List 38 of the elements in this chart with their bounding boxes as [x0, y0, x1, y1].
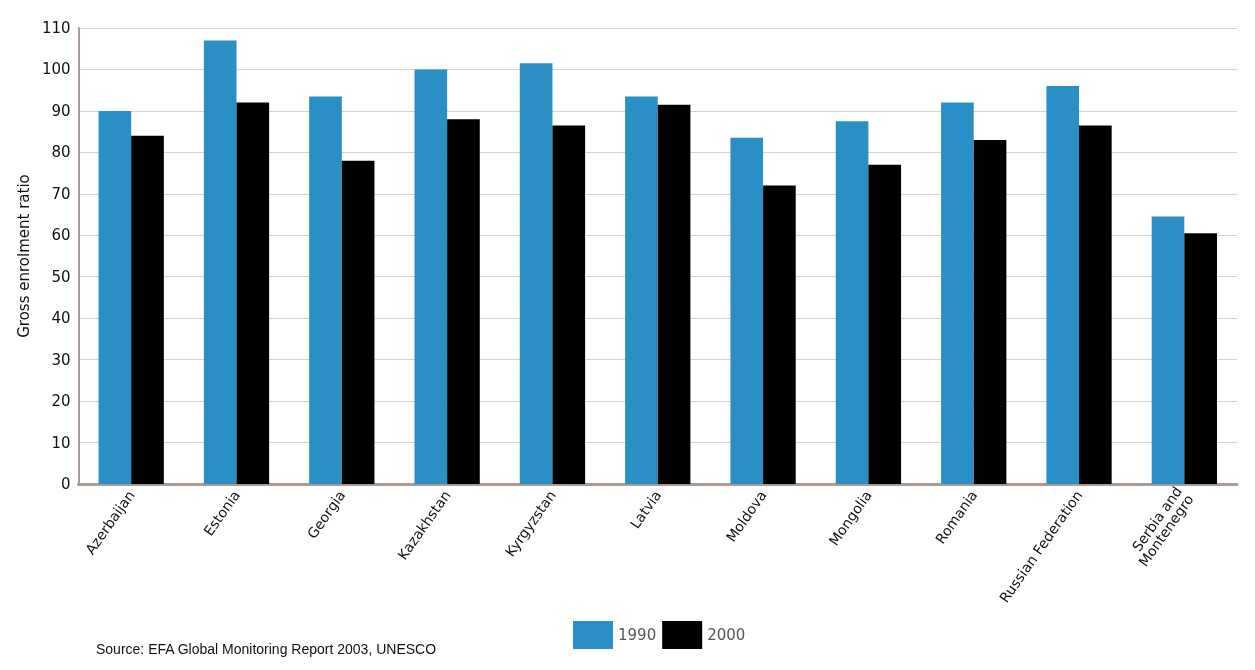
bar	[1079, 125, 1112, 484]
y-tick-label: 30	[51, 350, 71, 369]
bar	[1046, 86, 1080, 484]
bar	[309, 96, 342, 484]
y-tick-label: 10	[51, 433, 71, 452]
y-tick-label: 50	[51, 267, 71, 286]
bar	[973, 139, 1007, 484]
legend-label: 1990	[618, 626, 657, 644]
bar	[657, 104, 691, 484]
y-tick-label: 100	[41, 60, 71, 79]
y-tick-label: 80	[51, 143, 71, 162]
bar	[341, 160, 375, 484]
y-tick-label: 90	[51, 101, 71, 120]
bar	[203, 40, 237, 484]
y-tick-label: 20	[51, 392, 71, 411]
bar	[131, 135, 164, 484]
bar	[625, 96, 658, 484]
source-note: Source: EFA Global Monitoring Report 2003, UNESCO	[96, 641, 437, 657]
bar	[1184, 233, 1217, 484]
y-tick-label: 60	[51, 226, 71, 245]
legend-label: 2000	[707, 626, 746, 644]
y-axis-title: Gross enrolment ratio	[14, 174, 33, 338]
bar	[98, 110, 132, 484]
y-tick-label: 110	[41, 19, 71, 37]
bar	[1151, 216, 1185, 484]
bar	[414, 69, 448, 484]
bar	[763, 185, 796, 484]
y-tick-label: 0	[60, 475, 71, 493]
bar	[552, 125, 586, 484]
bar	[447, 119, 480, 484]
bar	[835, 121, 869, 484]
bar	[519, 63, 553, 484]
y-tick-label: 70	[51, 184, 71, 203]
bar	[730, 137, 764, 484]
bar	[868, 164, 902, 484]
bar	[236, 102, 270, 484]
bar	[941, 102, 974, 484]
y-tick-label: 40	[51, 309, 71, 328]
